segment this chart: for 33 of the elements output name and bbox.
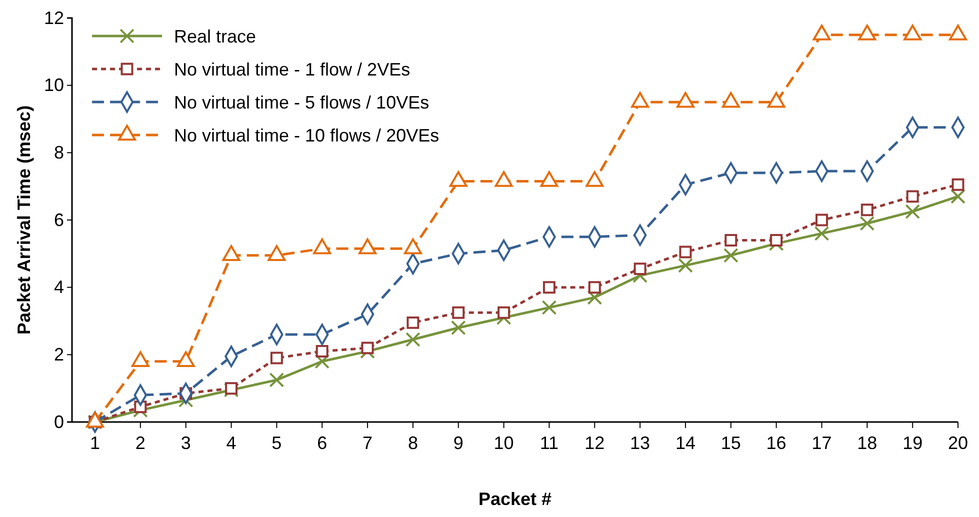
x-tick-label: 6 [317,433,328,453]
legend-label: Real trace [174,26,256,46]
x-tick-label: 4 [226,433,236,453]
x-tick-label: 17 [812,433,832,453]
legend-label: No virtual time - 1 flow / 2VEs [174,59,410,80]
x-tick-label: 19 [902,433,923,453]
x-tick-label: 16 [766,433,786,453]
x-tick-label: 7 [362,433,373,453]
legend-label: No virtual time - 10 flows / 20VEs [174,125,440,146]
y-tick-label: 12 [44,8,64,28]
x-tick-label: 15 [720,433,741,453]
x-tick-label: 11 [540,433,559,453]
y-tick-label: 8 [54,142,64,162]
y-tick-label: 2 [54,344,64,364]
x-tick-label: 3 [180,433,191,453]
x-tick-label: 14 [675,433,696,453]
x-tick-label: 5 [272,433,282,453]
x-tick-label: 12 [584,433,605,453]
x-tick-label: 20 [948,433,968,453]
x-tick-label: 8 [408,433,418,453]
x-tick-label: 13 [630,433,650,453]
legend-label: No virtual time - 5 flows / 10VEs [174,92,430,112]
x-tick-label: 9 [453,433,464,453]
x-tick-label: 2 [135,433,146,453]
y-tick-label: 10 [44,75,64,96]
x-tick-label: 1 [90,433,100,453]
x-tick-label: 10 [494,433,514,453]
y-axis-title: Packet Arrival Time (msec) [14,105,34,335]
y-tick-label: 0 [54,412,64,432]
x-tick-label: 18 [857,433,878,453]
x-axis-title: Packet # [478,489,552,509]
y-tick-label: 4 [54,277,64,298]
y-tick-label: 6 [54,210,64,230]
